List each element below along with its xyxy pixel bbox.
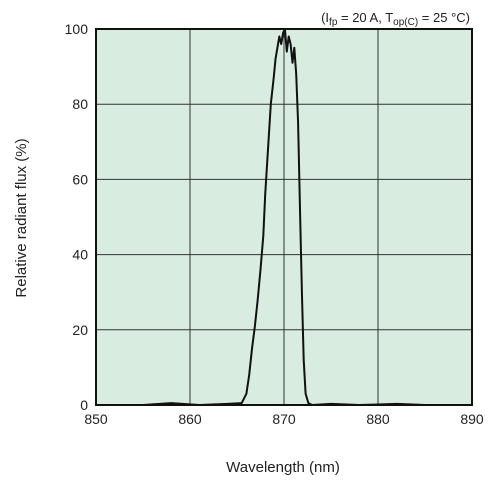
x-tick-labels: 850 860 870 880 890 xyxy=(84,411,484,427)
y-axis-label: Relative radiant flux (%) xyxy=(13,138,30,297)
x-tick-label: 890 xyxy=(460,411,484,427)
y-tick-label: 0 xyxy=(80,397,88,413)
grid-lines xyxy=(96,29,472,405)
y-tick-labels: 0 20 40 60 80 100 xyxy=(65,21,89,413)
y-tick-label: 80 xyxy=(72,96,88,112)
y-tick-label: 100 xyxy=(65,21,89,37)
y-tick-label: 60 xyxy=(72,171,88,187)
x-axis-label: Wavelength (nm) xyxy=(226,459,340,476)
plot-frame xyxy=(95,28,473,406)
x-tick-label: 880 xyxy=(366,411,390,427)
spectrum-series-line xyxy=(142,28,426,406)
x-tick-label: 850 xyxy=(84,411,108,427)
test-conditions-annotation: (Ifp = 20 A, Top(C) = 25 °C) xyxy=(321,10,470,28)
y-tick-label: 40 xyxy=(72,247,88,263)
x-tick-label: 870 xyxy=(272,411,296,427)
x-tick-label: 860 xyxy=(178,411,202,427)
y-tick-label: 20 xyxy=(72,322,88,338)
